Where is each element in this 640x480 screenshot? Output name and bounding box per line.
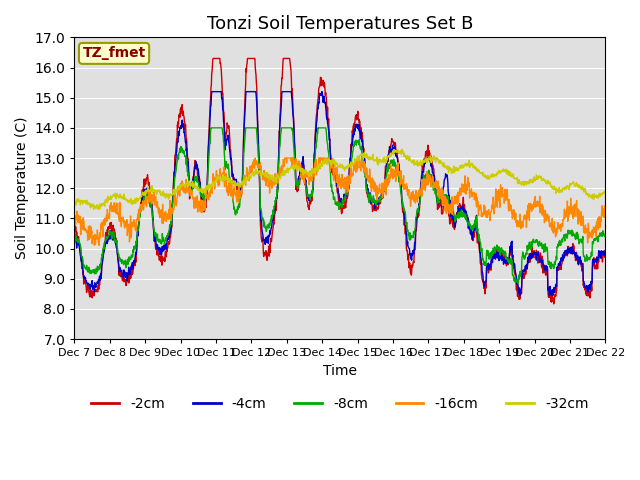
Text: TZ_fmet: TZ_fmet — [83, 47, 146, 60]
X-axis label: Time: Time — [323, 364, 357, 378]
Title: Tonzi Soil Temperatures Set B: Tonzi Soil Temperatures Set B — [207, 15, 473, 33]
Legend: -2cm, -4cm, -8cm, -16cm, -32cm: -2cm, -4cm, -8cm, -16cm, -32cm — [86, 391, 594, 417]
Y-axis label: Soil Temperature (C): Soil Temperature (C) — [15, 117, 29, 260]
